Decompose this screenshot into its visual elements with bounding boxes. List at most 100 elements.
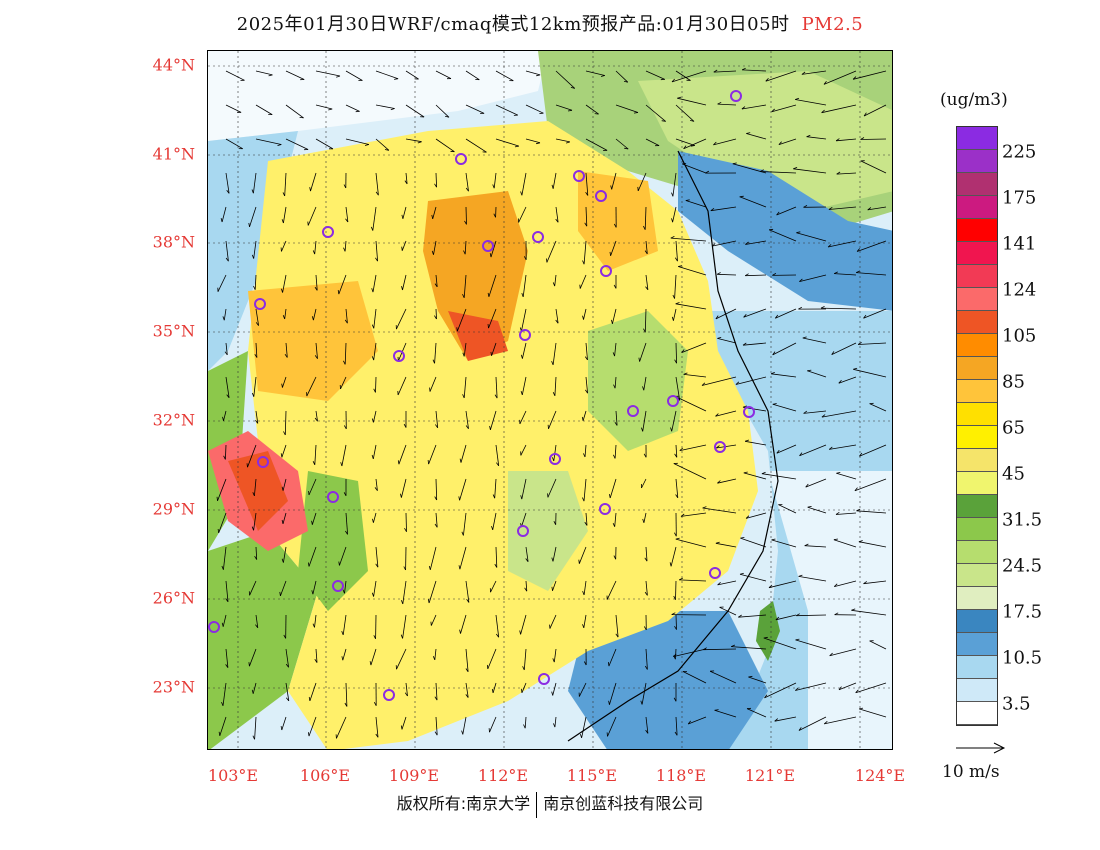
wind-arrow-head	[643, 225, 646, 230]
wind-arrow-head	[520, 191, 523, 196]
wind-arrow	[776, 444, 797, 454]
wind-arrow	[396, 308, 407, 330]
wind-arrow-head	[774, 718, 779, 722]
wind-arrow	[521, 478, 527, 500]
wind-arrow-head	[600, 75, 605, 77]
wind-arrow	[372, 206, 377, 231]
wind-arrow-head	[856, 270, 861, 273]
wind-arrow-head	[551, 184, 554, 189]
map-taiwan	[756, 601, 780, 661]
lat-label-38n: 38°N	[152, 232, 195, 252]
wind-arrow	[465, 410, 469, 429]
wind-arrow-head	[582, 315, 584, 320]
wind-arrow-head	[220, 218, 223, 223]
wind-arrow-head	[746, 132, 751, 134]
wind-arrow	[853, 368, 887, 378]
wind-arrow-head	[226, 394, 230, 399]
wind-arrow	[675, 538, 707, 548]
wind-arrow-head	[255, 322, 259, 326]
wind-arrow	[775, 308, 797, 319]
wind-arrow	[254, 478, 257, 496]
wind-arrow	[609, 682, 617, 705]
wind-arrow	[345, 138, 369, 145]
wind-arrow	[860, 138, 887, 140]
wind-arrow-head	[552, 457, 555, 462]
wind-arrow-head	[770, 372, 775, 375]
wind-arrow	[554, 376, 557, 396]
wind-arrow-head	[489, 253, 492, 258]
wind-arrow	[672, 206, 677, 223]
wind-arrow	[315, 648, 318, 663]
wind-arrow	[807, 370, 827, 378]
wind-arrow-head	[821, 414, 826, 418]
colorbar-swatch	[957, 679, 997, 702]
wind-arrow-head	[343, 247, 346, 252]
wind-arrow-head	[221, 622, 224, 627]
map-region-southwest-green	[208, 531, 318, 749]
wind-arrow-head	[432, 656, 436, 661]
wind-arrow	[615, 104, 639, 113]
wind-arrow-head	[669, 562, 672, 567]
wind-arrow-head	[711, 243, 716, 247]
wind-arrow-head	[458, 565, 461, 570]
colorbar-swatch	[957, 196, 997, 219]
wind-arrow	[612, 308, 617, 324]
wind-arrow	[609, 478, 617, 499]
wind-arrow	[645, 580, 648, 596]
wind-arrow-head	[397, 460, 400, 465]
wind-arrow-head	[807, 506, 812, 508]
wind-arrow-head	[609, 494, 611, 499]
wind-arrow-head	[853, 367, 858, 370]
wind-arrow	[772, 342, 797, 356]
wind-arrow	[308, 546, 317, 567]
wind-arrow-head	[713, 69, 718, 73]
wind-arrow-head	[465, 425, 469, 429]
wind-arrow	[778, 138, 797, 145]
wind-arrow-head	[403, 566, 406, 571]
wind-arrow	[428, 580, 437, 604]
wind-arrow-head	[314, 286, 318, 291]
wind-arrow	[642, 410, 647, 432]
wind-arrow	[685, 200, 707, 208]
wind-arrow-head	[764, 694, 768, 699]
wind-arrow	[375, 546, 379, 568]
wind-arrow	[677, 97, 707, 106]
wind-arrow	[745, 240, 767, 245]
wind-arrow-head	[775, 616, 780, 621]
station-marker	[393, 350, 405, 362]
wind-arrow	[682, 671, 707, 684]
wind-arrow	[671, 70, 707, 83]
wind-arrow-head	[311, 590, 314, 595]
wind-arrow-head	[341, 656, 344, 661]
wind-arrow-head	[282, 192, 286, 197]
colorbar-swatch	[957, 449, 997, 472]
wind-arrow-head	[679, 447, 684, 451]
wind-arrow-head	[742, 405, 747, 408]
wind-arrow	[863, 580, 887, 585]
wind-arrow-head	[715, 315, 719, 320]
wind-arrow-head	[717, 101, 722, 105]
wind-arrow	[552, 580, 557, 591]
wind-arrow-head	[224, 351, 228, 356]
wind-arrow	[282, 376, 287, 388]
wind-arrow-head	[336, 75, 341, 78]
wind-arrow-head	[835, 138, 840, 142]
wind-arrow-head	[829, 652, 833, 657]
wind-arrow-head	[863, 314, 867, 319]
station-marker	[257, 456, 269, 468]
wind-arrow	[834, 273, 857, 276]
wind-arrow	[373, 342, 377, 361]
map-hotspot-core	[448, 311, 508, 361]
wind-arrow	[284, 410, 287, 436]
wind-arrow-head	[311, 316, 314, 321]
wind-arrow-head	[765, 78, 769, 82]
wind-arrow-head	[614, 421, 618, 426]
wind-arrow	[855, 682, 887, 694]
colorbar-label: 85	[1002, 371, 1025, 393]
wind-arrow	[525, 580, 528, 592]
wind-arrow-head	[463, 250, 466, 255]
wind-arrow	[675, 70, 691, 81]
wind-arrow-head	[715, 413, 719, 417]
wind-arrow-head	[552, 658, 555, 663]
wind-arrow-head	[717, 581, 721, 586]
